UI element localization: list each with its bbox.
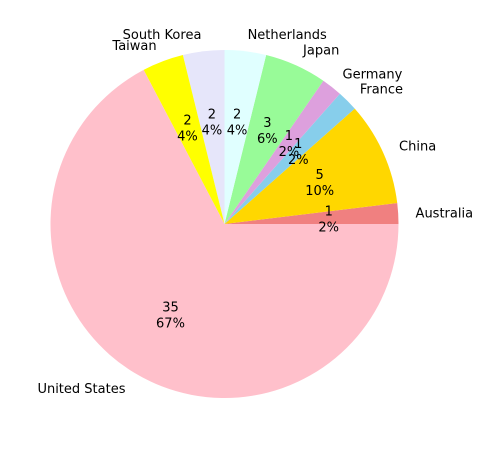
pie-slice-japan (224, 55, 324, 225)
pie-slice-netherlands (224, 50, 267, 224)
pie-value-label-china: 5 10% (305, 168, 334, 199)
pie-slice-germany (224, 80, 340, 224)
pie-value-label-france: 1 2% (288, 137, 309, 168)
pie-category-label-australia: Australia (416, 206, 474, 221)
pie-slice-united-states (50, 69, 399, 399)
pie-value-label-australia: 1 2% (318, 205, 339, 236)
pie-slice-taiwan (143, 55, 225, 225)
pie-category-label-united-states: United States (37, 382, 125, 397)
pie-value-labels: 1 2%5 10%1 2%1 2%3 6%2 4%2 4%2 4%35 67% (156, 107, 339, 331)
pie-value-label-japan: 3 6% (257, 116, 278, 147)
pie-slices (50, 50, 399, 399)
pie-slice-france (224, 93, 355, 225)
pie-category-label-south-korea: South Korea (123, 28, 202, 43)
pie-slice-australia (224, 203, 399, 224)
pie-category-label-taiwan: Taiwan (111, 39, 156, 54)
pie-value-label-taiwan: 2 4% (177, 113, 198, 144)
pie-category-label-japan: Japan (302, 43, 339, 58)
pie-value-label-south-korea: 2 4% (202, 107, 223, 138)
pie-category-label-germany: Germany (343, 67, 403, 82)
pie-slice-china (224, 108, 398, 224)
pie-value-label-netherlands: 2 4% (227, 107, 248, 138)
pie-value-label-united-states: 35 67% (156, 300, 185, 331)
pie-category-label-france: France (360, 83, 403, 98)
pie-category-label-china: China (399, 139, 436, 154)
pie-value-label-germany: 1 2% (279, 129, 300, 160)
pie-category-label-netherlands: Netherlands (248, 28, 327, 43)
pie-slice-south-korea (182, 50, 225, 224)
